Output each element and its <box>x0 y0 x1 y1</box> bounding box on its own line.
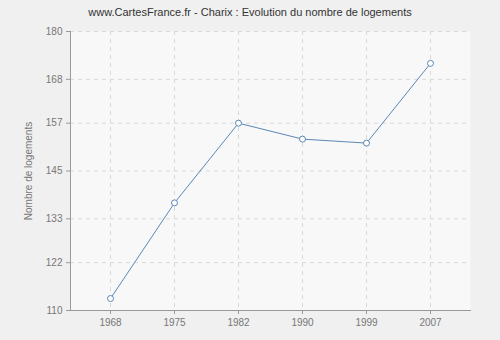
svg-text:Nombre de logements: Nombre de logements <box>23 122 34 220</box>
svg-text:1982: 1982 <box>227 317 250 328</box>
svg-text:110: 110 <box>47 305 63 316</box>
svg-text:168: 168 <box>46 74 63 85</box>
svg-text:1968: 1968 <box>99 317 122 328</box>
html-text:www.CartesFrance.fr - Charix :: www.CartesFrance.fr - Charix : Evolution… <box>88 6 412 18</box>
svg-text:1975: 1975 <box>163 317 186 328</box>
svg-text:1999: 1999 <box>355 317 378 328</box>
svg-text:1990: 1990 <box>291 317 314 328</box>
svg-text:122: 122 <box>46 257 63 268</box>
svg-text:157: 157 <box>46 117 63 128</box>
svg-text:2007: 2007 <box>419 317 442 328</box>
svg-text:145: 145 <box>46 165 63 176</box>
svg-text:133: 133 <box>46 213 63 224</box>
svg-text:180: 180 <box>46 26 63 37</box>
